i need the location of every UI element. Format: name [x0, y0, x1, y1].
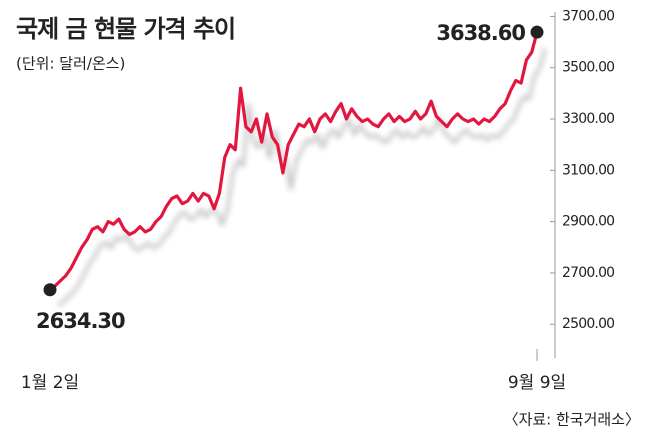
end-point	[530, 25, 544, 39]
source: 〈자료: 한국거래소〉	[504, 411, 640, 429]
y-tick-label: 2700.00	[562, 265, 614, 281]
x-tick-label: 9월 9일	[508, 373, 566, 393]
chart-subtitle: (단위: 달러/온스)	[16, 55, 125, 73]
value-label: 2634.30	[36, 309, 125, 333]
y-tick-label: 3300.00	[562, 111, 614, 127]
value-label: 3638.60	[436, 21, 525, 45]
end-point	[43, 283, 57, 297]
x-tick-label: 1월 2일	[21, 373, 79, 393]
y-tick-label: 3700.00	[562, 8, 614, 24]
y-tick-label: 3100.00	[562, 162, 614, 178]
y-tick-label: 2500.00	[562, 316, 614, 332]
y-tick-label: 3500.00	[562, 60, 614, 76]
chart-title: 국제 금 현물 가격 추이	[16, 15, 235, 43]
y-tick-label: 2900.00	[562, 214, 614, 230]
price-line	[49, 31, 539, 292]
